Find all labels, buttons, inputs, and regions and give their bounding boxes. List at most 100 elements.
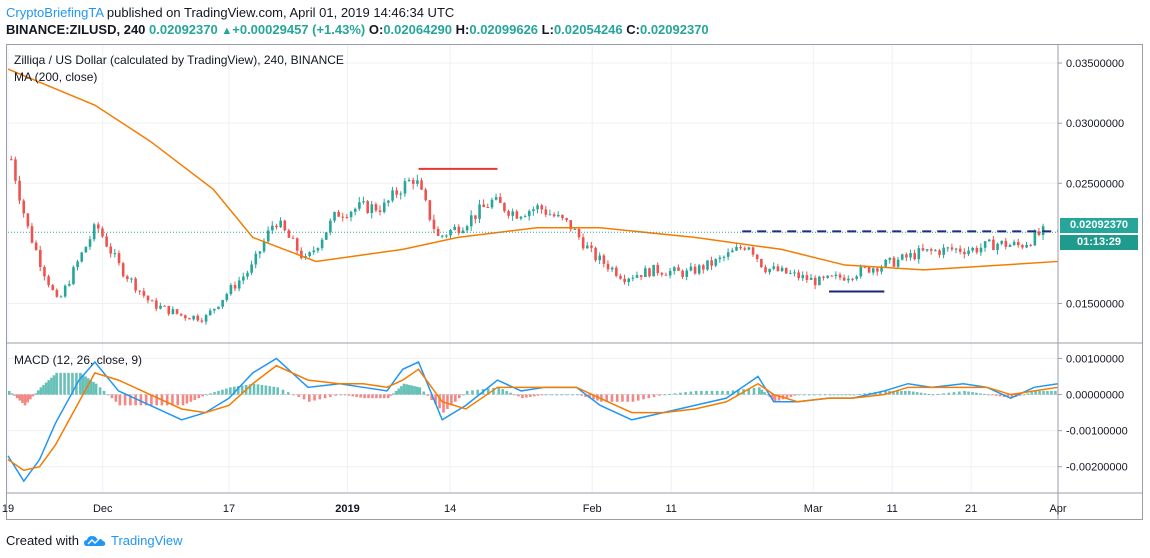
candle-body <box>511 211 515 216</box>
time-tick-label: 11 <box>665 503 676 515</box>
candle-body <box>548 214 552 216</box>
macd-histogram-bar <box>397 388 401 395</box>
candle-body <box>834 274 838 276</box>
candle <box>838 272 842 281</box>
macd-histogram-bar <box>900 390 903 395</box>
price-tick-label: 0.02500000 <box>1066 178 1124 190</box>
candle <box>677 264 680 271</box>
close-value: 0.02092370 <box>639 22 709 37</box>
macd-histogram-bar <box>610 394 614 402</box>
candle <box>818 275 821 286</box>
macd-histogram-bar <box>1022 394 1026 396</box>
macd-histogram-bar <box>942 393 945 395</box>
macd-histogram-bar <box>55 372 58 395</box>
price-tick-label: 0.03500000 <box>1066 58 1124 70</box>
candle <box>552 212 556 218</box>
time-tick-label: 19 <box>2 503 14 515</box>
author-link[interactable]: CryptoBriefingTA <box>6 5 104 20</box>
candle <box>424 187 427 202</box>
macd-histogram-bar <box>852 394 856 396</box>
candle <box>760 258 763 268</box>
tradingview-brand[interactable]: TradingView <box>110 533 183 548</box>
candle-body <box>747 247 751 250</box>
macd-histogram-bar <box>233 386 236 395</box>
candle <box>312 246 316 255</box>
candle-body <box>871 268 875 273</box>
candle <box>606 260 610 272</box>
candle <box>478 199 481 223</box>
macd-histogram-bar <box>402 383 406 395</box>
candle-body <box>801 275 805 279</box>
macd-histogram-bar <box>434 394 437 405</box>
candle <box>345 214 349 219</box>
candle <box>237 276 241 292</box>
candle <box>217 306 220 310</box>
symbol-label: BINANCE:ZILUSD, 240 <box>6 22 146 37</box>
candle-body <box>449 230 452 236</box>
candle <box>22 199 26 218</box>
candle <box>432 214 436 234</box>
candle-body <box>1021 245 1024 248</box>
macd-histogram-bar <box>236 386 240 395</box>
publish-info: CryptoBriefingTA published on TradingVie… <box>6 5 454 20</box>
macd-histogram-bar <box>155 394 158 406</box>
macd-histogram-bar <box>31 394 35 397</box>
candle-body <box>378 210 382 213</box>
candle-body <box>648 268 651 277</box>
candle <box>308 251 311 258</box>
candle <box>726 248 730 261</box>
candle-body <box>1033 231 1037 246</box>
low-value: 0.02054246 <box>553 22 623 37</box>
candle <box>117 250 121 266</box>
candle <box>420 177 423 191</box>
candle <box>1029 243 1033 247</box>
candle-body <box>246 272 249 277</box>
candle-body <box>784 267 788 274</box>
macd-histogram-bar <box>181 394 185 406</box>
macd-histogram-bar <box>476 389 480 395</box>
candle <box>652 264 655 277</box>
macd-histogram-bar <box>1026 393 1030 395</box>
candle-body <box>693 266 697 274</box>
macd-histogram-bar <box>71 372 74 395</box>
candle <box>511 208 515 221</box>
candle <box>963 248 966 259</box>
candle-body <box>113 253 117 255</box>
candle <box>366 199 369 214</box>
macd-histogram-bar <box>668 393 672 395</box>
candle <box>780 265 784 273</box>
candle <box>113 248 117 258</box>
macd-histogram-bar <box>213 392 216 395</box>
candle-body <box>963 251 966 255</box>
candle-body <box>97 224 100 229</box>
candle <box>150 299 154 302</box>
candle <box>461 227 465 234</box>
candle-body <box>262 241 266 252</box>
candle-body <box>1008 244 1012 247</box>
last-price-tag: 0.02092370 <box>1060 218 1138 233</box>
macd-histogram-bar <box>205 394 208 396</box>
candle <box>776 263 780 272</box>
macd-histogram-bar <box>21 394 24 403</box>
macd-histogram-bar <box>189 394 193 402</box>
candle-body <box>635 275 639 278</box>
candle <box>84 246 88 253</box>
low-label: L: <box>541 22 554 37</box>
candle <box>967 246 970 257</box>
macd-histogram-bar <box>281 389 285 395</box>
macd-histogram-bar <box>1054 390 1057 395</box>
candle-body <box>250 264 253 273</box>
candle <box>772 262 776 271</box>
candle-body <box>726 252 730 257</box>
candle <box>179 313 183 317</box>
candle <box>851 277 854 282</box>
candle-body <box>287 230 291 238</box>
price-tick-label: 0.01500000 <box>1066 299 1124 311</box>
macd-line <box>7 357 1059 483</box>
candle <box>615 265 618 278</box>
created-with-label: Created with <box>6 533 79 548</box>
macd-histogram-bar <box>1046 390 1049 395</box>
macd-histogram-bar <box>383 394 386 399</box>
macd-histogram-bar <box>592 394 595 400</box>
